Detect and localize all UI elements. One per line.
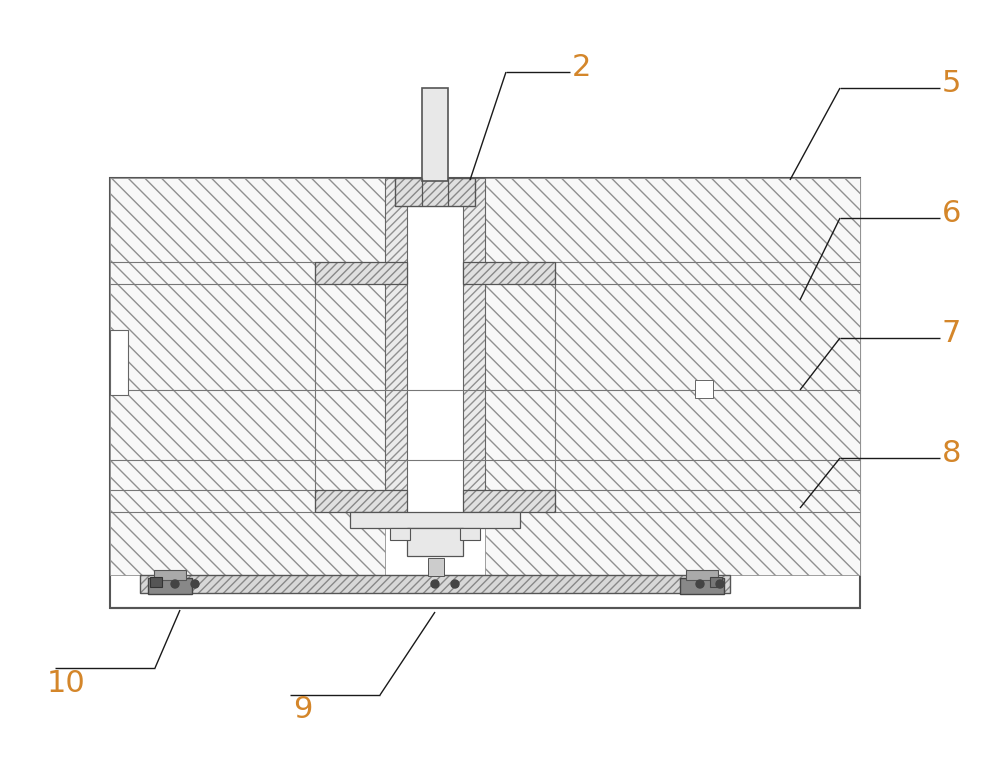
Bar bbox=[315, 490, 407, 512]
Bar bbox=[110, 178, 385, 262]
Bar bbox=[154, 570, 186, 580]
Bar bbox=[148, 578, 192, 594]
Bar bbox=[110, 284, 385, 490]
Text: 6: 6 bbox=[942, 200, 961, 228]
Text: 9: 9 bbox=[293, 695, 312, 724]
Bar bbox=[110, 490, 385, 512]
Bar bbox=[110, 178, 860, 608]
Bar bbox=[485, 262, 860, 284]
Bar bbox=[385, 178, 407, 490]
Bar bbox=[485, 178, 860, 262]
Circle shape bbox=[431, 580, 439, 588]
Bar bbox=[110, 512, 385, 575]
Bar bbox=[110, 330, 128, 395]
Bar bbox=[395, 178, 475, 206]
Bar bbox=[428, 558, 444, 576]
Bar bbox=[485, 490, 860, 512]
Bar bbox=[140, 575, 730, 593]
Bar bbox=[680, 578, 724, 594]
Bar bbox=[463, 262, 555, 284]
Bar bbox=[395, 178, 475, 206]
Circle shape bbox=[171, 580, 179, 588]
Bar bbox=[695, 380, 713, 398]
Bar bbox=[463, 262, 555, 284]
Bar bbox=[686, 570, 718, 580]
Bar bbox=[385, 178, 407, 490]
Bar bbox=[485, 512, 860, 575]
Bar bbox=[407, 178, 463, 490]
Text: 2: 2 bbox=[572, 54, 591, 82]
Bar bbox=[110, 262, 385, 284]
Bar bbox=[407, 178, 463, 262]
Bar bbox=[460, 528, 480, 540]
Bar bbox=[390, 528, 410, 540]
Bar bbox=[710, 577, 722, 587]
Text: 10: 10 bbox=[47, 668, 86, 698]
Bar bbox=[463, 490, 555, 512]
Bar bbox=[315, 262, 407, 284]
Bar bbox=[350, 512, 520, 528]
Bar bbox=[463, 178, 485, 490]
Circle shape bbox=[191, 580, 199, 588]
Bar bbox=[422, 88, 448, 181]
Text: 8: 8 bbox=[942, 440, 962, 469]
Bar bbox=[315, 262, 407, 284]
Bar bbox=[485, 284, 860, 490]
Bar bbox=[407, 528, 463, 556]
Text: 7: 7 bbox=[942, 319, 961, 349]
Circle shape bbox=[716, 580, 724, 588]
Circle shape bbox=[451, 580, 459, 588]
Bar bbox=[463, 178, 485, 490]
Bar bbox=[150, 577, 162, 587]
Bar bbox=[315, 490, 407, 512]
Bar bbox=[140, 575, 730, 593]
Bar bbox=[463, 490, 555, 512]
Text: 5: 5 bbox=[942, 69, 961, 99]
Circle shape bbox=[696, 580, 704, 588]
